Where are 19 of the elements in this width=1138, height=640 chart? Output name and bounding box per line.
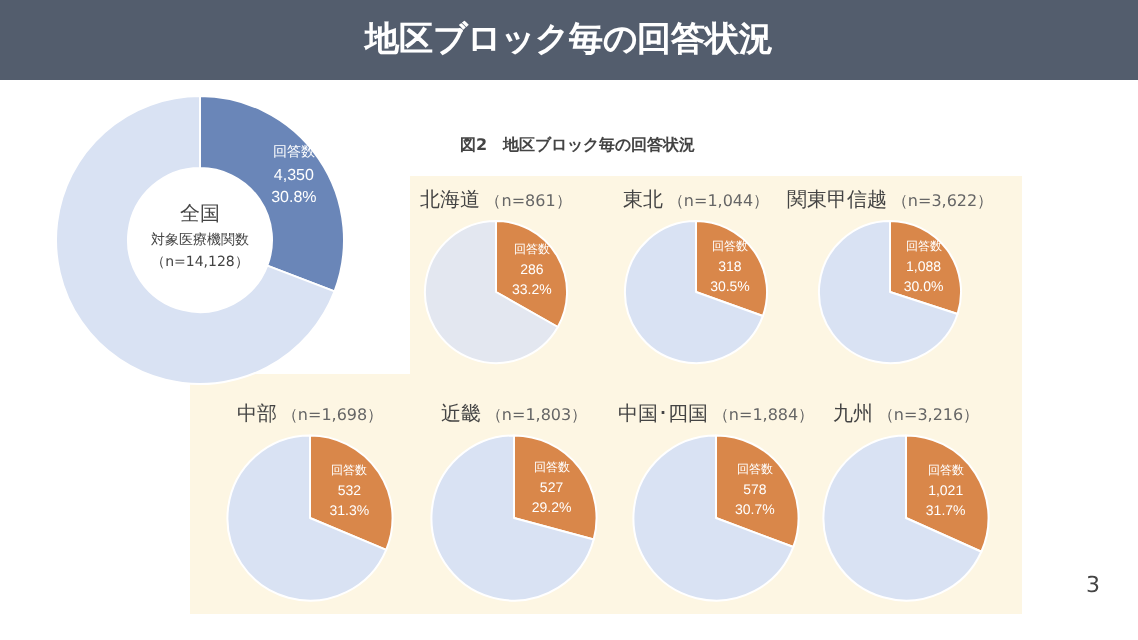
chart-subtitle: （n=1,698） [279,406,384,424]
chart-subtitle: （n=1,044） [665,192,770,210]
chart-title: 近畿 [440,404,481,426]
chart-title: 九州 [832,404,873,426]
chart-subtitle: （n=1,884） [710,406,815,424]
chart-subtitle: （n=1,803） [483,406,588,424]
chart-title: 中部 [236,404,277,426]
text: 3 [1086,572,1100,598]
chart-subtitle: （n=861） [483,192,572,210]
chart-subtitle: （n=3,216） [875,406,980,424]
text: 地区ブロック毎の回答状況 [0,0,1138,80]
chart-title: 北海道 [420,190,481,212]
text: 全国 [178,204,222,226]
chart-title: 関東甲信越 [786,190,887,212]
data-label: 4,350 30.8% [271,166,317,207]
caption: 図2 地区ブロック毎の回答状況 [460,134,696,156]
chart-title: 中国･四国 [617,404,708,426]
chart-title: 東北 [622,190,663,212]
chart-subtitle: （n=3,622） [889,192,994,210]
